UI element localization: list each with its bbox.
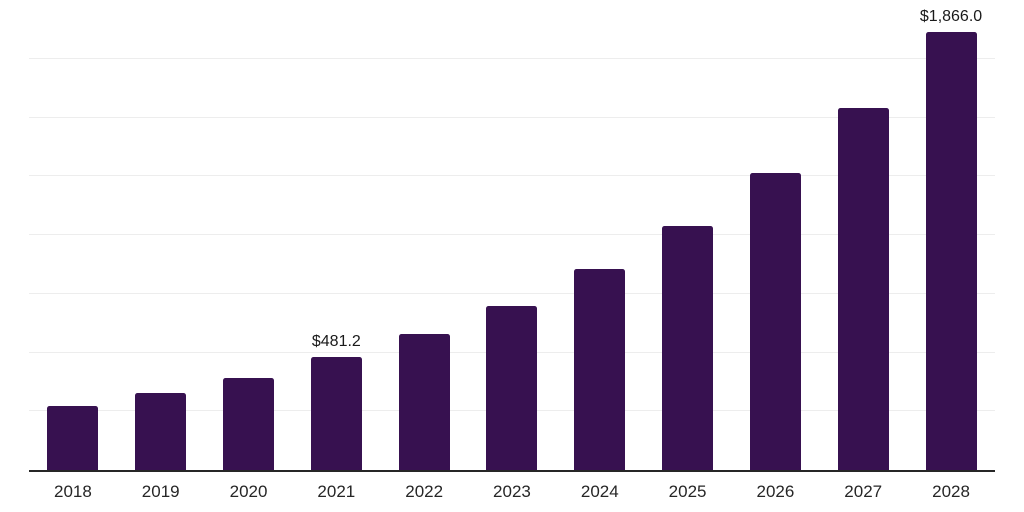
x-axis-label-2027: 2027 <box>844 482 883 501</box>
bar-2028 <box>925 31 977 470</box>
x-axis-label-2025: 2025 <box>668 482 707 501</box>
x-axis-label-2020: 2020 <box>229 482 268 501</box>
gridline-1000 <box>29 234 995 235</box>
bar-2019 <box>135 392 187 470</box>
bar-2026 <box>749 173 801 470</box>
bar-slot-2026 <box>732 0 820 470</box>
bar-slot-2025 <box>644 0 732 470</box>
bar-value-label-2028: $1,866.0 <box>919 7 983 25</box>
x-axis-labels: 2018 2019 2020 2021 2022 2023 2024 2025 2026 2027… <box>29 481 995 503</box>
bar-2022 <box>398 333 450 470</box>
bar-slot-2023 <box>468 0 556 470</box>
bar-2025 <box>662 225 714 470</box>
x-axis-label-2021: 2021 <box>317 482 356 501</box>
x-axis-label-2018: 2018 <box>53 482 92 501</box>
bar-slot-2018 <box>29 0 117 470</box>
bar-slot-2024 <box>556 0 644 470</box>
bar-2027 <box>837 108 889 470</box>
bar-2024 <box>574 268 626 470</box>
gridline-1500 <box>29 116 995 118</box>
x-axis-label-2023: 2023 <box>493 482 531 501</box>
bar-slot-2019 <box>117 0 205 470</box>
bar-2021 <box>310 356 362 470</box>
bar-2018 <box>47 406 99 470</box>
gridline-1750 <box>29 57 995 59</box>
x-axis-label-2028: 2028 <box>932 482 970 501</box>
bar-2023 <box>486 305 538 470</box>
x-axis-label-2024: 2024 <box>580 482 619 501</box>
gridline-1250 <box>29 175 995 177</box>
bars-container: $481.2 $1,866.0 <box>29 0 995 470</box>
bar-value-label-2021: $481.2 <box>311 332 361 350</box>
gridline-750 <box>29 292 995 294</box>
bar-slot-2022 <box>380 0 468 470</box>
bar-slot-2020 <box>205 0 293 470</box>
x-axis-label-2019: 2019 <box>141 482 180 501</box>
x-axis-label-2022: 2022 <box>405 482 444 501</box>
plot-area: $481.2 $1,866.0 <box>29 0 995 472</box>
bar-2020 <box>223 377 275 470</box>
x-axis-label-2026: 2026 <box>756 482 795 501</box>
bar-slot-2021: $481.2 <box>292 0 380 470</box>
bar-slot-2028: $1,866.0 <box>907 0 995 470</box>
bar-slot-2027 <box>819 0 907 470</box>
